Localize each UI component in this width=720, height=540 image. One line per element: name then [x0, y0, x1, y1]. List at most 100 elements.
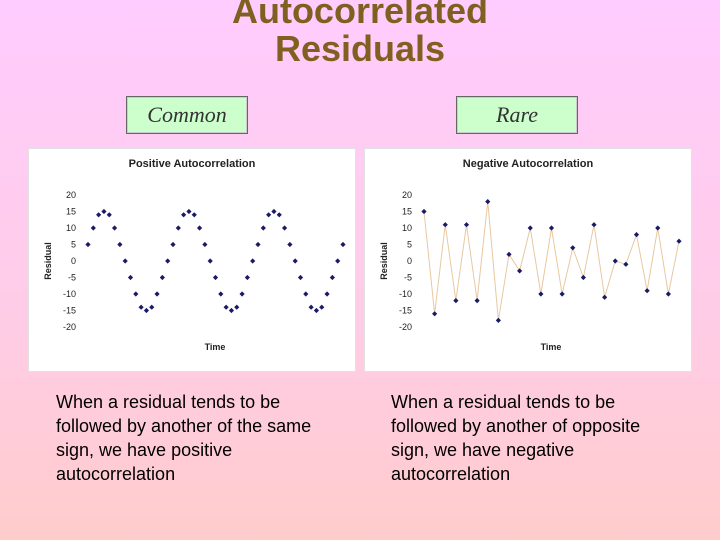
- x-axis-label: Time: [205, 342, 226, 352]
- y-tick-label: -5: [404, 273, 412, 283]
- chart-title: Positive Autocorrelation: [129, 158, 256, 170]
- data-point: [548, 225, 555, 231]
- y-tick-label: -10: [399, 289, 412, 299]
- positive-description: When a residual tends to be followed by …: [56, 392, 312, 484]
- data-point: [228, 307, 235, 314]
- data-point: [175, 225, 181, 231]
- data-point: [432, 311, 438, 317]
- data-point: [260, 225, 266, 231]
- y-tick-label: -15: [399, 306, 412, 316]
- data-point: [159, 274, 165, 281]
- y-tick-label: -20: [63, 322, 76, 332]
- data-point: [181, 212, 187, 218]
- negative-autocorrelation-chart: Negative Autocorrelation 20 15 10 5 0 -5 -10 -15…: [364, 148, 692, 372]
- data-point: [96, 212, 102, 218]
- data-point: [202, 241, 208, 248]
- data-point: [218, 291, 224, 297]
- data-point: [255, 241, 261, 248]
- slide-title: Autocorrelated Residuals: [0, 0, 720, 68]
- data-point: [308, 304, 314, 310]
- data-point: [580, 274, 586, 281]
- negative-description: When a residual tends to be followed by …: [391, 392, 641, 484]
- data-point: [442, 222, 448, 228]
- data-point: [127, 274, 134, 281]
- data-point: [324, 291, 330, 297]
- data-point: [106, 212, 112, 218]
- data-point: [122, 258, 128, 264]
- title-line-2: Residuals: [274, 28, 446, 69]
- data-point: [665, 291, 671, 297]
- data-point: [117, 241, 123, 248]
- y-tick-label: 0: [71, 256, 76, 266]
- data-point: [244, 274, 250, 281]
- y-tick-label: -10: [63, 289, 76, 299]
- data-point: [223, 304, 229, 310]
- y-tick-label: 15: [402, 207, 412, 217]
- data-point: [165, 258, 171, 264]
- series-line: [423, 201, 680, 321]
- negative-chart-svg: Negative Autocorrelation 20 15 10 5 0 -5 -10 -15…: [379, 158, 682, 352]
- y-tick-label: 20: [402, 190, 412, 200]
- data-point: [297, 274, 304, 281]
- chart-title: Negative Autocorrelation: [463, 158, 594, 170]
- data-point: [170, 241, 176, 248]
- data-point: [143, 307, 150, 314]
- data-point: [602, 294, 608, 300]
- data-point: [101, 208, 107, 215]
- data-point: [191, 212, 197, 218]
- data-point: [292, 258, 298, 264]
- data-point: [655, 225, 661, 231]
- data-point: [149, 304, 155, 310]
- data-point: [335, 258, 341, 264]
- data-point: [111, 225, 118, 231]
- data-point: [340, 241, 346, 248]
- positive-chart-svg: Positive Autocorrelation 20 15 10 5 0 -5 -10 -15…: [43, 158, 346, 352]
- data-point: [287, 241, 293, 248]
- data-point: [612, 258, 618, 264]
- x-axis-label: Time: [541, 342, 562, 352]
- y-tick-label: 20: [66, 190, 76, 200]
- data-point: [138, 304, 144, 310]
- data-point: [207, 258, 213, 264]
- positive-autocorrelation-chart: Positive Autocorrelation 20 15 10 5 0 -5 -10 -15…: [28, 148, 356, 372]
- data-point: [453, 298, 459, 304]
- rare-label: Rare: [456, 96, 578, 134]
- data-point: [239, 291, 245, 297]
- y-tick-label: 15: [66, 207, 76, 217]
- y-tick-label: 5: [407, 240, 412, 250]
- data-point: [506, 251, 512, 257]
- data-point: [570, 245, 576, 251]
- data-point: [154, 291, 160, 297]
- data-point: [517, 268, 523, 274]
- data-point: [281, 225, 288, 231]
- y-axis-label: Residual: [43, 242, 53, 280]
- data-point: [527, 225, 533, 231]
- data-point: [421, 208, 427, 215]
- data-point: [644, 288, 650, 294]
- data-point: [538, 291, 544, 297]
- data-point: [319, 304, 325, 310]
- y-tick-label: -15: [63, 306, 76, 316]
- data-point: [186, 208, 192, 215]
- data-point: [676, 238, 682, 244]
- data-point: [495, 317, 501, 323]
- data-point: [559, 291, 565, 297]
- y-tick-label: 0: [407, 256, 412, 266]
- common-label: Common: [126, 96, 248, 134]
- data-point: [212, 274, 219, 281]
- data-point: [276, 212, 282, 218]
- data-point: [485, 199, 491, 205]
- data-point: [196, 225, 203, 231]
- data-point: [271, 208, 277, 215]
- data-point: [474, 298, 480, 304]
- data-point: [303, 291, 309, 297]
- data-point: [266, 212, 272, 218]
- data-point: [250, 258, 256, 264]
- y-tick-label: 5: [71, 240, 76, 250]
- title-line-1: Autocorrelated: [231, 0, 489, 31]
- data-point: [90, 225, 96, 231]
- y-axis-label: Residual: [379, 242, 389, 280]
- y-tick-label: -5: [68, 273, 76, 283]
- data-point: [623, 261, 629, 267]
- y-tick-label: 10: [402, 223, 412, 233]
